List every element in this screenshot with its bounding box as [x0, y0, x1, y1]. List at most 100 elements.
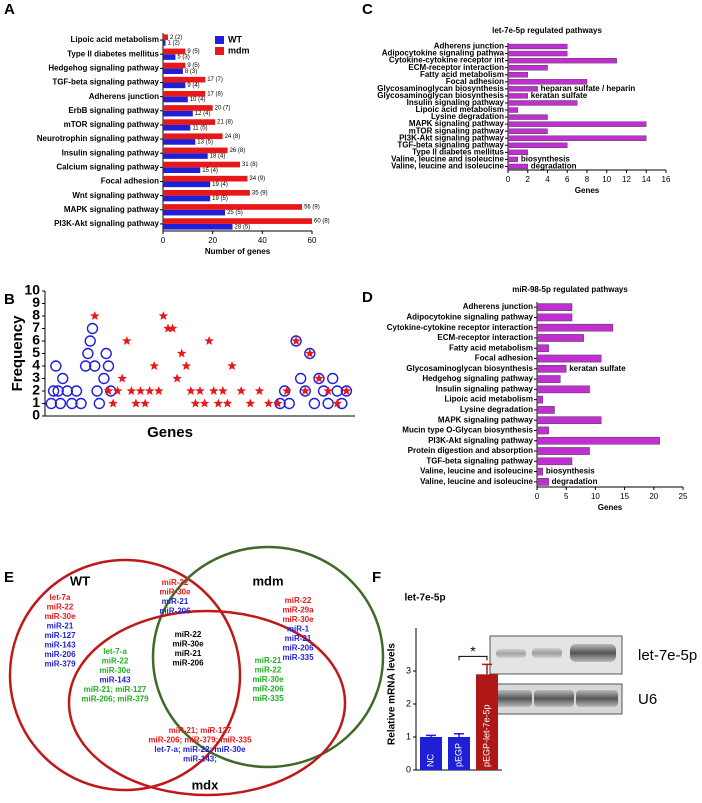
point: [322, 397, 334, 410]
value-label: 2 (2): [170, 35, 182, 41]
y-tick-label: 1: [32, 394, 40, 410]
bar: [163, 218, 312, 224]
point: [304, 347, 316, 360]
point: [98, 372, 110, 385]
y-tick-label: PI3K-Akt signaling pathway: [54, 219, 159, 228]
point: [300, 386, 310, 395]
point: [190, 398, 201, 408]
bar-note: degradation: [552, 477, 598, 486]
venn-item: miR-22: [102, 657, 129, 666]
venn-item: miR-143;: [183, 755, 217, 764]
y-tick-label: Focal adhesion: [101, 177, 159, 186]
point: [331, 385, 343, 397]
venn-item: let-7a: [50, 593, 71, 602]
point: [131, 398, 141, 408]
bar: [507, 100, 578, 106]
bar-note: biosynthesis: [546, 467, 595, 476]
legend-swatch: [215, 36, 224, 44]
bar: [163, 62, 186, 69]
x-tick-label: 20: [649, 492, 658, 501]
point: [323, 386, 333, 395]
point: [313, 372, 325, 385]
bar: [536, 467, 544, 476]
venn-item: miR-21: [255, 656, 282, 665]
value-label: 12 (4): [195, 111, 211, 117]
bar: [507, 163, 528, 170]
point: [158, 311, 169, 320]
venn-item: miR-21: [285, 634, 312, 643]
point: [47, 385, 60, 397]
bar: [536, 426, 549, 435]
point: [222, 398, 233, 408]
point: [290, 335, 302, 347]
significance-bracket: [458, 655, 488, 661]
x-tick-label: 0: [506, 175, 511, 184]
bar: [536, 303, 573, 311]
venn-item: miR-143: [99, 676, 131, 685]
y-tick-label: Lipoic acid metabolism: [71, 35, 159, 44]
point: [82, 347, 94, 360]
bar: [163, 204, 303, 210]
point: [90, 311, 100, 320]
x-tick-label: 5: [564, 492, 569, 501]
bar-note: keratan sulfate: [569, 364, 626, 373]
point: [61, 385, 74, 397]
venn-item: miR-21: [162, 597, 189, 606]
x-tick-label: 0: [161, 236, 166, 245]
venn-item: miR-22: [175, 630, 202, 639]
value-label: 5 (3): [177, 55, 189, 61]
bar: [163, 181, 211, 188]
bar: [536, 406, 555, 414]
y-tick-label: Valine, leucine and isoleucine: [391, 162, 504, 171]
bar: [163, 90, 206, 97]
bar: [163, 119, 216, 125]
y-tick-label: 9: [32, 294, 40, 310]
venn-item: miR-335: [282, 653, 314, 662]
point: [117, 373, 127, 383]
x-tick-label: 25: [679, 492, 688, 501]
x-tick-label: 4: [545, 175, 550, 184]
point: [57, 372, 69, 385]
value-label: 18 (4): [210, 154, 226, 160]
point: [291, 336, 301, 345]
x-tick-label: 20: [208, 236, 217, 245]
venn-set-label: mdx: [192, 777, 220, 792]
point: [305, 348, 315, 358]
bar: [536, 313, 573, 322]
bar: [163, 161, 240, 168]
point: [167, 323, 178, 333]
y-axis-label: Relative mRNA levels: [387, 643, 398, 745]
point: [326, 372, 339, 385]
x-tick-label: pEGP-let-7e-5p: [481, 704, 491, 767]
bar: [507, 79, 588, 85]
point: [140, 398, 150, 408]
point: [112, 386, 123, 395]
venn-item: miR-206: [252, 685, 284, 694]
y-tick-label: Cytokine-cytokine receptor int: [389, 56, 504, 65]
value-label: 19 (4): [212, 182, 228, 188]
y-tick-label: 0: [32, 407, 40, 423]
y-tick-label: TGF-beta signaling pathway: [52, 78, 159, 87]
y-tick-label: TGF-beta signaling pathway: [397, 140, 504, 149]
y-tick-label: Type II diabetes mellitus: [412, 147, 504, 156]
y-tick-label: 2: [32, 382, 40, 398]
x-axis-label: Genes: [598, 503, 623, 512]
bar: [163, 124, 191, 131]
value-label: 56 (9): [304, 205, 320, 211]
bar: [163, 223, 233, 230]
panel-label: D: [362, 289, 373, 306]
venn-set: [8, 558, 242, 792]
y-tick-label: Wnt signaling pathway: [72, 191, 159, 200]
venn-item: miR-379: [44, 660, 76, 669]
point: [84, 335, 96, 347]
x-tick-label: 40: [258, 236, 267, 245]
value-label: 9 (5): [187, 49, 199, 55]
x-tick-label: pEGP: [453, 743, 463, 767]
bar: [507, 57, 617, 64]
bar: [163, 54, 176, 60]
value-label: 17 (7): [207, 77, 223, 83]
y-tick-label: 6: [32, 332, 40, 348]
y-tick-label: Glycosaminoglycan biosynthesis: [377, 84, 504, 93]
y-tick-label: Adipocytokine signaling pathway: [406, 313, 533, 322]
